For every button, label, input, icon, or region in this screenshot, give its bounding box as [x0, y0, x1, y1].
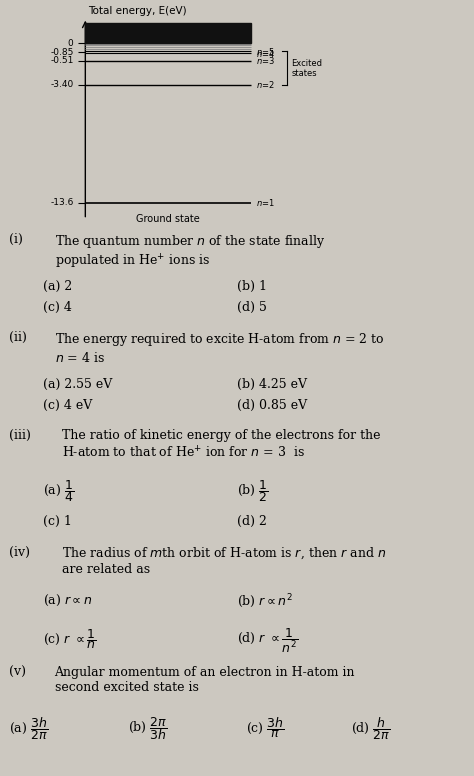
Text: (a) $r \propto n$: (a) $r \propto n$ — [43, 593, 92, 608]
Text: -0.85: -0.85 — [50, 47, 73, 57]
Bar — [85, 23, 251, 43]
Text: $n$=1: $n$=1 — [256, 197, 275, 209]
Text: (iii): (iii) — [9, 429, 31, 442]
Text: (b) 1: (b) 1 — [237, 280, 267, 293]
Text: -3.40: -3.40 — [50, 81, 73, 89]
Text: (a) 2.55 eV: (a) 2.55 eV — [43, 378, 112, 391]
Text: (a) $\dfrac{1}{4}$: (a) $\dfrac{1}{4}$ — [43, 478, 74, 504]
Text: (d) 5: (d) 5 — [237, 301, 267, 314]
Text: (d) 0.85 eV: (d) 0.85 eV — [237, 399, 307, 412]
Text: (i): (i) — [9, 234, 23, 246]
Text: $n$=4: $n$=4 — [256, 47, 275, 58]
Text: (iv): (iv) — [9, 546, 30, 559]
Text: Unbound (ionised)
atom: Unbound (ionised) atom — [153, 26, 231, 46]
Text: (b) $r \propto n^{2}$: (b) $r \propto n^{2}$ — [237, 593, 293, 610]
Text: The ratio of kinetic energy of the electrons for the
H-atom to that of He$^{+}$ : The ratio of kinetic energy of the elect… — [62, 429, 380, 460]
Text: (v): (v) — [9, 667, 27, 679]
Text: (b) 4.25 eV: (b) 4.25 eV — [237, 378, 307, 391]
Text: (d) 2: (d) 2 — [237, 515, 267, 528]
Text: Angular momentum of an electron in H-atom in
second excited state is: Angular momentum of an electron in H-ato… — [55, 667, 355, 695]
Text: 0: 0 — [68, 39, 73, 47]
Text: (ii): (ii) — [9, 331, 27, 345]
Text: (c) 4 eV: (c) 4 eV — [43, 399, 92, 412]
Text: (d) $\dfrac{h}{2\pi}$: (d) $\dfrac{h}{2\pi}$ — [351, 715, 390, 742]
Text: The energy required to excite H-atom from $n$ = 2 to
$n$ = 4 is: The energy required to excite H-atom fro… — [55, 331, 384, 365]
Text: (c) $r\ \propto \dfrac{1}{n}$: (c) $r\ \propto \dfrac{1}{n}$ — [43, 627, 96, 650]
Text: (c) 4: (c) 4 — [43, 301, 72, 314]
Text: $n$=3: $n$=3 — [256, 55, 275, 66]
Text: (b) $\dfrac{2\pi}{3h}$: (b) $\dfrac{2\pi}{3h}$ — [128, 715, 168, 742]
Text: (c) 1: (c) 1 — [43, 515, 72, 528]
Text: Ground state: Ground state — [137, 214, 200, 224]
Text: (a) $\dfrac{3h}{2\pi}$: (a) $\dfrac{3h}{2\pi}$ — [9, 715, 48, 742]
Text: -13.6: -13.6 — [50, 199, 73, 207]
Text: Total energy, E(eV): Total energy, E(eV) — [88, 6, 186, 16]
Text: Excited
states: Excited states — [292, 59, 322, 78]
Text: -0.51: -0.51 — [50, 56, 73, 65]
Text: (b) $\dfrac{1}{2}$: (b) $\dfrac{1}{2}$ — [237, 478, 269, 504]
Text: (a) 2: (a) 2 — [43, 280, 72, 293]
Text: The radius of $m$th orbit of H-atom is $r$, then $r$ and $n$
are related as: The radius of $m$th orbit of H-atom is $… — [62, 546, 386, 576]
Text: The quantum number $n$ of the state finally
populated in He$^{+}$ ions is: The quantum number $n$ of the state fina… — [55, 234, 325, 271]
Text: (d) $r\ \propto \dfrac{1}{n^{2}}$: (d) $r\ \propto \dfrac{1}{n^{2}}$ — [237, 627, 298, 655]
Text: (c) $\dfrac{3h}{\pi}$: (c) $\dfrac{3h}{\pi}$ — [246, 715, 285, 740]
Text: $n$=5: $n$=5 — [256, 46, 275, 57]
Text: $n$=2: $n$=2 — [256, 79, 275, 91]
